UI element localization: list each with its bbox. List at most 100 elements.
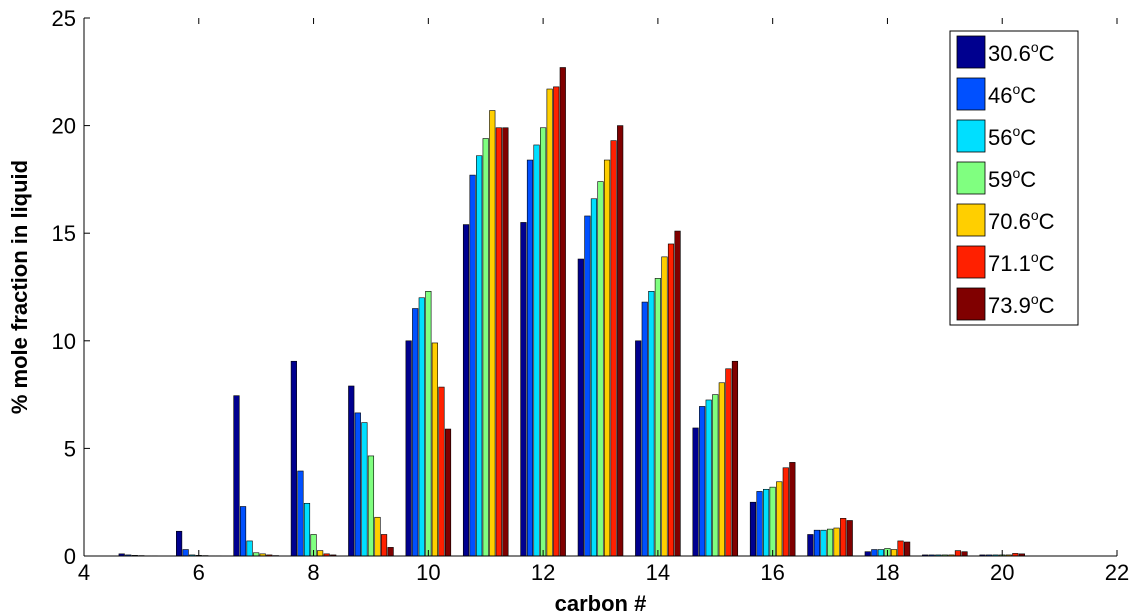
bar-c16-s4 xyxy=(776,481,783,557)
bar-c13-s6 xyxy=(617,125,624,557)
legend-swatch xyxy=(956,203,986,237)
bar-c8-s2 xyxy=(303,502,311,557)
bar-c14-s1 xyxy=(641,301,648,557)
bar-c15-s3 xyxy=(712,394,719,557)
legend-entry: 73.9oC xyxy=(988,291,1055,318)
bar-c15-s0 xyxy=(692,427,699,557)
legend-entry: 71.1oC xyxy=(988,249,1055,276)
bar-c6-s0 xyxy=(176,530,183,557)
bar-c14-s5 xyxy=(667,243,675,557)
bar-c19-s6 xyxy=(961,551,968,557)
bar-c14-s4 xyxy=(661,256,668,557)
legend-entry-unit: C xyxy=(1020,167,1036,192)
bar-c9-s6 xyxy=(387,547,394,557)
y-tick-label: 15 xyxy=(52,221,76,246)
bar-c9-s2 xyxy=(361,422,368,557)
bar-c6-s1 xyxy=(182,549,189,557)
legend-entry: 46oC xyxy=(988,81,1036,108)
y-tick-label: 25 xyxy=(52,6,76,31)
bar-c11-s4 xyxy=(489,110,496,557)
legend-entry-degree: o xyxy=(1031,249,1039,265)
bar-c12-s2 xyxy=(533,144,540,557)
x-ticks: 4 6 8 10 12 14 16 18 20 22 xyxy=(78,18,1129,585)
legend-swatch xyxy=(956,119,986,153)
axes xyxy=(83,18,1117,557)
x-tick-label: 14 xyxy=(646,560,670,585)
bar-c10-s2 xyxy=(418,297,425,557)
x-axis-label: carbon # xyxy=(555,591,647,615)
bar-c11-s1 xyxy=(469,174,476,557)
bar-c16-s1 xyxy=(756,491,763,557)
bar-c15-s2 xyxy=(705,399,712,557)
bar-c13-s2 xyxy=(590,198,598,557)
y-tick-label: 20 xyxy=(52,114,76,139)
bar-c8-s1 xyxy=(297,470,304,557)
x-tick-label: 10 xyxy=(416,560,440,585)
bar-c11-s3 xyxy=(482,138,489,557)
y-tick-label: 0 xyxy=(64,544,76,569)
bar-c9-s4 xyxy=(374,516,381,557)
bar-c18-s1 xyxy=(871,549,878,557)
legend-entry: 59oC xyxy=(988,165,1036,192)
x-tick-label: 22 xyxy=(1105,560,1129,585)
bar-c15-s4 xyxy=(718,382,725,557)
bar-c17-s2 xyxy=(820,529,827,557)
bar-c13-s1 xyxy=(584,215,591,557)
legend-entry-degree: o xyxy=(1012,165,1020,181)
legend-entry-unit: C xyxy=(1039,209,1055,234)
bar-c16-s0 xyxy=(749,501,757,557)
legend-entry-unit: C xyxy=(1020,83,1036,108)
bar-c9-s0 xyxy=(348,385,355,557)
bar-c16-s3 xyxy=(769,486,776,557)
bar-c9-s5 xyxy=(380,534,388,557)
bar-c11-s6 xyxy=(502,127,509,557)
bar-c12-s6 xyxy=(559,67,566,557)
bar-c7-s1 xyxy=(239,506,247,557)
bar-c12-s0 xyxy=(520,222,527,557)
y-tick-label: 10 xyxy=(52,329,76,354)
bar-c9-s1 xyxy=(354,412,361,557)
legend-entry-unit: C xyxy=(1020,125,1036,150)
bar-c14-s6 xyxy=(674,230,681,557)
legend-entry: 56oC xyxy=(988,123,1036,150)
legend-entry-name: 59 xyxy=(988,167,1012,192)
bar-c7-s0 xyxy=(233,395,240,557)
legend-entry-name: 46 xyxy=(988,83,1012,108)
bar-c16-s2 xyxy=(763,488,770,557)
legend-entry-name: 56 xyxy=(988,125,1012,150)
bar-c11-s2 xyxy=(476,155,483,557)
bar-c14-s3 xyxy=(654,278,661,557)
legend-swatch xyxy=(956,245,986,279)
legend-swatch xyxy=(956,161,986,195)
legend-swatch xyxy=(956,287,986,321)
bar-c14-s0 xyxy=(635,340,642,557)
bar-c9-s3 xyxy=(367,455,375,557)
bar-c10-s0 xyxy=(405,340,412,557)
bar-c17-s1 xyxy=(813,529,821,557)
x-tick-label: 16 xyxy=(760,560,784,585)
bar-c18-s4 xyxy=(890,549,898,557)
legend-entry-name: 30.6 xyxy=(988,41,1031,66)
legend-entry: 70.6oC xyxy=(988,207,1055,234)
bar-c15-s6 xyxy=(731,360,739,557)
bar-c8-s0 xyxy=(290,360,297,557)
legend-entry-degree: o xyxy=(1031,207,1039,223)
bar-c13-s0 xyxy=(577,258,584,557)
y-axis-label: % mole fraction in liquid xyxy=(7,160,32,414)
bar-c18-s0 xyxy=(864,551,871,557)
legend-entry-name: 70.6 xyxy=(988,209,1031,234)
legend-entry-degree: o xyxy=(1031,39,1039,55)
legend-swatch xyxy=(956,77,986,111)
bar-c7-s2 xyxy=(246,540,253,557)
bar-c18-s6 xyxy=(904,541,911,557)
bar-c17-s0 xyxy=(807,534,814,557)
bar-c15-s5 xyxy=(725,368,732,557)
y-tick-label: 5 xyxy=(64,436,76,461)
bar-c13-s5 xyxy=(610,140,617,557)
legend-swatch xyxy=(956,35,986,69)
bar-c15-s1 xyxy=(699,406,706,557)
bar-c16-s5 xyxy=(782,467,789,557)
bar-c8-s4 xyxy=(317,550,324,557)
